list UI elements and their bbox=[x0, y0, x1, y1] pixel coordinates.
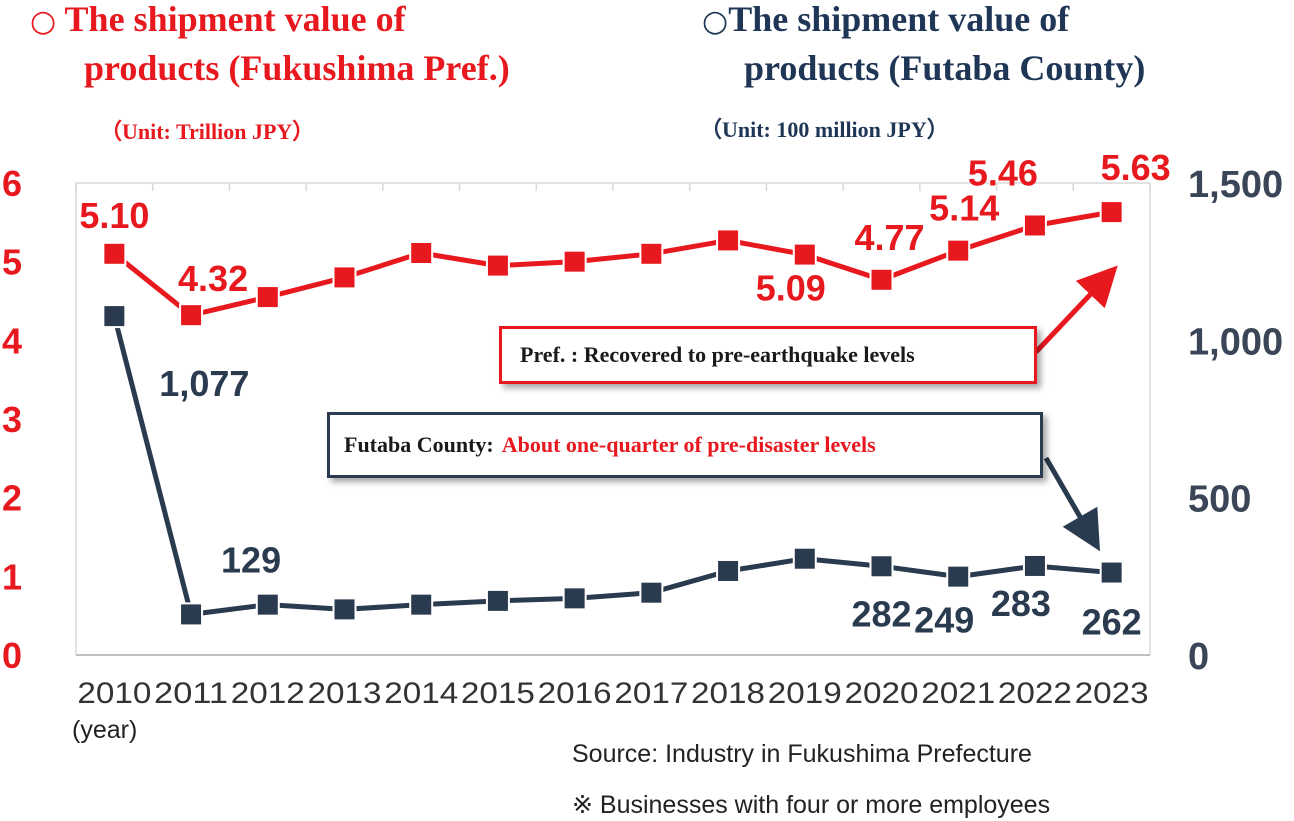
futaba-data-label: 283 bbox=[991, 583, 1051, 624]
futaba-data-label: 262 bbox=[1082, 602, 1142, 643]
pref-data-point bbox=[562, 249, 587, 274]
x-axis-ticks: 2010 2011 2012 2013 2014 2015 2016 2017 2018 2019… bbox=[77, 677, 1148, 710]
futaba-data-label: 249 bbox=[914, 600, 974, 641]
chart-series bbox=[102, 200, 1124, 627]
pref-data-point bbox=[792, 242, 817, 267]
pref-unit: （Unit: Trillion JPY） bbox=[100, 119, 315, 144]
pref-data-point bbox=[485, 253, 510, 278]
futaba-data-point bbox=[1099, 560, 1124, 585]
futaba-data-point bbox=[102, 304, 127, 329]
right-axis-tick-label: 0 bbox=[1188, 636, 1209, 678]
futaba-callout: Futaba County: About one-quarter of pre-… bbox=[327, 412, 1043, 478]
year-axis-label: (year) bbox=[72, 716, 138, 744]
pref-data-point bbox=[332, 265, 357, 290]
futaba-title: ○The shipment value of products (Futaba … bbox=[702, 0, 1282, 91]
pref-data-label: 5.14 bbox=[929, 188, 999, 229]
futaba-data-point bbox=[716, 558, 741, 583]
right-axis-tick-label: 1,000 bbox=[1188, 321, 1283, 363]
futaba-data-point bbox=[409, 592, 434, 617]
x-axis-tick-label: 2018 bbox=[691, 677, 765, 710]
futaba-data-label: 129 bbox=[221, 539, 281, 580]
pref-series-line bbox=[112, 209, 1113, 318]
futaba-unit: （Unit: 100 million JPY） bbox=[700, 117, 949, 142]
x-axis-tick-label: 2015 bbox=[461, 677, 535, 710]
left-axis-tick-label: 2 bbox=[2, 478, 22, 519]
x-axis-tick-label: 2010 bbox=[77, 677, 151, 710]
futaba-data-point bbox=[869, 554, 894, 579]
employee-note: ※ Businesses with four or more employees bbox=[572, 791, 1051, 819]
circle-marker-icon: ○ bbox=[30, 4, 57, 39]
pref-data-label: 5.09 bbox=[756, 268, 826, 309]
pref-data-point bbox=[1099, 200, 1124, 225]
x-axis-tick-label: 2013 bbox=[308, 677, 382, 710]
pref-data-label: 4.32 bbox=[178, 258, 248, 299]
left-axis-tick-label: 3 bbox=[2, 399, 22, 440]
futaba-series-line bbox=[111, 315, 1112, 617]
futaba-data-point bbox=[1022, 553, 1047, 578]
pref-data-point bbox=[639, 241, 664, 266]
left-axis-tick-label: 5 bbox=[2, 242, 22, 283]
futaba-callout-highlight: About one-quarter of pre-disaster levels bbox=[501, 432, 876, 457]
left-axis-tick-label: 1 bbox=[2, 556, 22, 597]
futaba-data-point bbox=[332, 597, 357, 622]
left-axis-tick-label: 6 bbox=[2, 163, 22, 204]
x-axis-tick-label: 2017 bbox=[614, 677, 688, 710]
pref-arrow bbox=[1034, 265, 1118, 354]
pref-data-point bbox=[255, 285, 280, 310]
pref-title-line1: The shipment value of bbox=[64, 0, 406, 39]
futaba-title-line2: products (Futaba County) bbox=[744, 48, 1146, 88]
futaba-title-line1: The shipment value of bbox=[728, 0, 1070, 39]
callout-arrows bbox=[1034, 265, 1118, 552]
futaba-data-point bbox=[946, 564, 971, 589]
x-axis-tick-label: 2022 bbox=[998, 677, 1072, 710]
pref-data-point bbox=[716, 228, 741, 253]
pref-callout: Pref. : Recovered to pre-earthquake leve… bbox=[499, 326, 1037, 384]
left-axis-tick-label: 4 bbox=[2, 320, 22, 361]
right-axis-tick-label: 1,500 bbox=[1188, 164, 1283, 206]
pref-callout-text: Pref. : Recovered to pre-earthquake leve… bbox=[520, 342, 915, 367]
futaba-data-label: 1,077 bbox=[159, 363, 249, 404]
x-axis-tick-label: 2021 bbox=[921, 677, 995, 710]
chart-axes bbox=[75, 183, 1151, 656]
x-axis-tick-label: 2011 bbox=[154, 677, 228, 710]
futaba-data-point bbox=[792, 546, 817, 571]
pref-data-point bbox=[869, 267, 894, 292]
source-note: Source: Industry in Fukushima Prefecture bbox=[572, 740, 1032, 768]
pref-data-label: 5.10 bbox=[79, 195, 149, 236]
pref-data-label: 5.63 bbox=[1101, 147, 1171, 188]
circle-marker-icon: ○ bbox=[702, 4, 729, 39]
futaba-data-point bbox=[485, 588, 510, 613]
futaba-data-label: 282 bbox=[851, 593, 911, 634]
pref-data-point bbox=[179, 303, 204, 328]
left-axis-ticks: 0 1 2 3 4 5 6 bbox=[2, 163, 22, 676]
right-axis-tick-label: 500 bbox=[1188, 479, 1251, 521]
x-axis-tick-label: 2020 bbox=[845, 677, 919, 710]
futaba-data-point bbox=[179, 602, 204, 627]
pref-title: ○ The shipment value of products (Fukush… bbox=[30, 0, 650, 91]
futaba-data-point bbox=[562, 586, 587, 611]
pref-data-point bbox=[1022, 213, 1047, 238]
futaba-data-point bbox=[639, 580, 664, 605]
pref-data-point bbox=[409, 241, 434, 266]
futaba-data-point bbox=[255, 592, 280, 617]
right-axis-ticks: 0 500 1,000 1,500 bbox=[1188, 164, 1283, 678]
x-axis-tick-label: 2019 bbox=[768, 677, 842, 710]
left-axis-tick-label: 0 bbox=[2, 635, 22, 676]
x-axis-tick-label: 2014 bbox=[384, 677, 458, 710]
x-axis-tick-label: 2016 bbox=[538, 677, 612, 710]
pref-title-line2: products (Fukushima Pref.) bbox=[84, 48, 510, 88]
futaba-callout-prefix: Futaba County: bbox=[344, 432, 494, 457]
x-axis-tick-label: 2012 bbox=[231, 677, 305, 710]
pref-data-point bbox=[946, 238, 971, 263]
pref-data-label: 4.77 bbox=[854, 217, 924, 258]
pref-data-label: 5.46 bbox=[968, 152, 1038, 193]
pref-data-point bbox=[102, 241, 127, 266]
futaba-arrow bbox=[1043, 456, 1101, 552]
x-axis-tick-label: 2023 bbox=[1075, 677, 1149, 710]
